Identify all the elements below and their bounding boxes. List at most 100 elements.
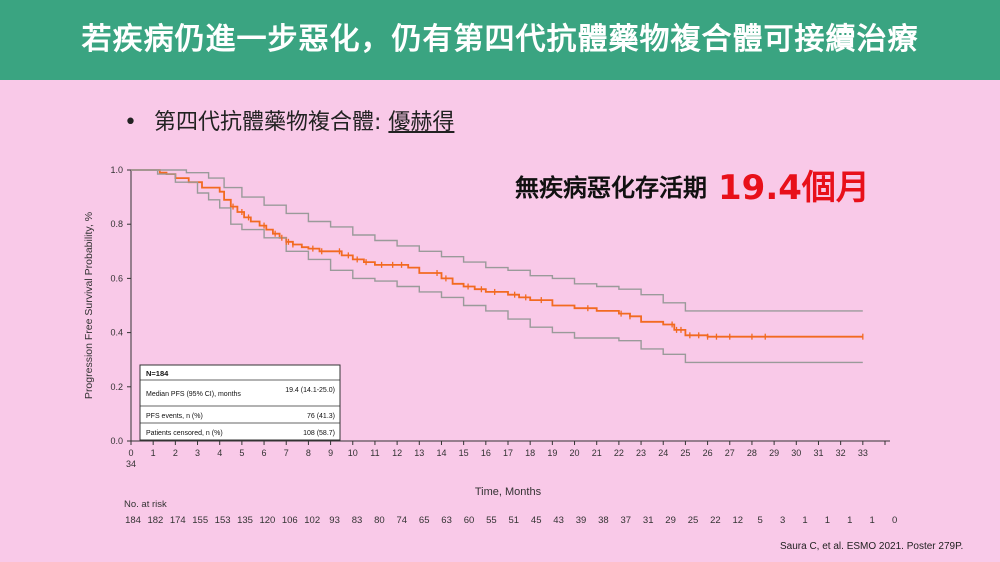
at-risk-count: 63 <box>441 515 452 526</box>
bullet-line: • 第四代抗體藥物複合體: 優赫得 <box>124 104 454 136</box>
at-risk-count: 65 <box>419 515 430 526</box>
x-tick-label: 16 <box>481 448 491 458</box>
x-tick-label: 33 <box>858 448 868 458</box>
x-tick-label: 1 <box>151 448 156 458</box>
y-tick-label: 0.8 <box>110 219 123 229</box>
at-risk-count: 135 <box>237 515 253 526</box>
bullet-prefix: 第四代抗體藥物複合體: <box>154 110 389 135</box>
x-tick-label: 7 <box>284 448 289 458</box>
x-tick-label: 8 <box>306 448 311 458</box>
y-tick-label: 1.0 <box>110 165 123 175</box>
stats-median-label: Median PFS (95% CI), months <box>146 391 241 398</box>
y-tick-label: 0.0 <box>110 436 123 446</box>
x-tick-label: 32 <box>836 448 846 458</box>
x-tick-label: 29 <box>769 448 779 458</box>
x-tick-label: 10 <box>348 448 358 458</box>
at-risk-count: 60 <box>464 515 475 526</box>
at-risk-count: 0 <box>892 515 897 526</box>
x-tick-label: 5 <box>239 448 244 458</box>
x-tick-label: 34 <box>126 459 136 469</box>
series-ci_upper-line <box>131 169 863 312</box>
x-tick-label: 12 <box>392 448 402 458</box>
y-tick-label: 0.2 <box>110 382 123 392</box>
stats-n-label: N=184 <box>146 369 169 378</box>
x-tick-label: 20 <box>570 448 580 458</box>
x-tick-label: 13 <box>414 448 424 458</box>
at-risk-count: 55 <box>486 515 497 526</box>
header-bar <box>0 0 1000 80</box>
at-risk-count: 182 <box>147 515 163 526</box>
x-tick-label: 28 <box>747 448 757 458</box>
stats-table: N=184 Median PFS (95% CI), months 19.4 (… <box>139 364 341 441</box>
x-tick-label: 19 <box>547 448 557 458</box>
at-risk-count: 5 <box>758 515 763 526</box>
y-tick-label: 0.4 <box>110 328 123 338</box>
x-tick-label: 15 <box>459 448 469 458</box>
stats-events-label: PFS events, n (%) <box>146 413 203 420</box>
y-axis-label: Progression Free Survival Probability, % <box>83 212 95 399</box>
at-risk-count: 120 <box>259 515 275 526</box>
at-risk-count: 3 <box>780 515 785 526</box>
x-tick-label: 26 <box>703 448 713 458</box>
stats-censored-label: Patients censored, n (%) <box>146 430 223 437</box>
at-risk-count: 43 <box>553 515 564 526</box>
x-tick-label: 0 <box>128 448 133 458</box>
x-tick-label: 9 <box>328 448 333 458</box>
at-risk-title: No. at risk <box>124 499 167 510</box>
x-tick-label: 23 <box>636 448 646 458</box>
stats-median-value: 19.4 (14.1-25.0) <box>285 387 335 394</box>
stats-events-value: 76 (41.3) <box>307 413 335 420</box>
at-risk-count: 29 <box>665 515 676 526</box>
at-risk-count: 1 <box>825 515 830 526</box>
drug-name: 優赫得 <box>388 110 455 135</box>
x-tick-label: 30 <box>791 448 801 458</box>
bullet-dot: • <box>124 110 137 135</box>
at-risk-count: 155 <box>192 515 208 526</box>
pfs-value: 19.4個月 <box>718 168 870 208</box>
citation: Saura C, et al. ESMO 2021. Poster 279P. <box>780 541 964 552</box>
at-risk-count: 45 <box>531 515 542 526</box>
x-axis-label: Time, Months <box>475 486 542 498</box>
at-risk-count: 184 <box>125 515 141 526</box>
at-risk-count: 38 <box>598 515 609 526</box>
at-risk-count: 174 <box>170 515 186 526</box>
x-tick-label: 27 <box>725 448 735 458</box>
at-risk-count: 1 <box>847 515 852 526</box>
at-risk-count: 25 <box>688 515 699 526</box>
stats-censored-value: 108 (58.7) <box>303 430 335 437</box>
y-tick-label: 0.6 <box>110 273 123 283</box>
x-tick-label: 22 <box>614 448 624 458</box>
at-risk-count: 51 <box>509 515 520 526</box>
x-tick-label: 25 <box>680 448 690 458</box>
slide-title: 若疾病仍進一步惡化，仍有第四代抗體藥物複合體可接續治療 <box>81 22 919 57</box>
at-risk-count: 80 <box>374 515 385 526</box>
at-risk-count: 37 <box>621 515 632 526</box>
at-risk-count: 102 <box>304 515 320 526</box>
x-tick-label: 31 <box>813 448 823 458</box>
at-risk-count: 1 <box>870 515 875 526</box>
x-tick-label: 11 <box>370 448 379 458</box>
at-risk-count: 22 <box>710 515 721 526</box>
x-tick-label: 18 <box>525 448 535 458</box>
at-risk-count: 31 <box>643 515 654 526</box>
at-risk-count: 153 <box>215 515 231 526</box>
x-tick-label: 2 <box>173 448 178 458</box>
pfs-label: 無疾病惡化存活期 <box>515 174 707 202</box>
x-tick-label: 24 <box>658 448 668 458</box>
at-risk-count: 39 <box>576 515 587 526</box>
stats-table-box <box>139 364 341 441</box>
x-tick-label: 14 <box>436 448 446 458</box>
at-risk-count: 12 <box>733 515 744 526</box>
at-risk-count: 74 <box>397 515 408 526</box>
x-tick-label: 21 <box>592 448 602 458</box>
at-risk-count: 1 <box>802 515 807 526</box>
x-tick-label: 6 <box>262 448 267 458</box>
x-tick-label: 3 <box>195 448 200 458</box>
at-risk-count: 106 <box>282 515 298 526</box>
x-tick-label: 4 <box>217 448 222 458</box>
at-risk-count: 83 <box>352 515 363 526</box>
x-tick-label: 17 <box>503 448 513 458</box>
series-ci_lower-line <box>131 169 863 364</box>
series-km-line <box>131 169 863 338</box>
